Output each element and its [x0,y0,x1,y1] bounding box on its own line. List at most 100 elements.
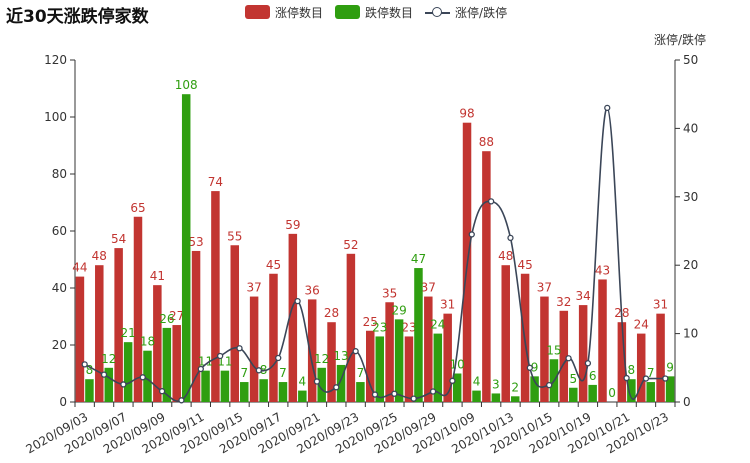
bar-limit-up [288,233,298,402]
ratio-point [100,371,108,378]
y-right-tick-label: 10 [683,327,698,341]
bar-limit-up [636,333,646,402]
bar-limit-down [414,268,423,402]
legend-item-limit-up[interactable]: 涨停数目 [245,4,323,21]
ratio-point [507,234,514,241]
y-right-tick-label: 0 [683,395,691,409]
bar-limit-up [598,279,607,402]
bar-label-limit-up: 25 [363,315,378,329]
bar-limit-down [123,342,133,402]
bar-limit-down [433,333,443,402]
bar-limit-up [191,250,201,402]
bar-limit-up [75,276,85,402]
bar-label-limit-up: 74 [208,175,223,189]
ratio-point [604,104,611,112]
bar-label-limit-up: 32 [556,295,571,309]
bar-limit-down [646,382,655,402]
bar-label-limit-down: 4 [473,375,481,389]
y-left-tick-label: 20 [52,338,67,352]
bar-label-limit-down: 108 [175,78,198,92]
ratio-point [391,390,398,397]
bar-limit-up [482,151,491,402]
legend-label-limit-up: 涨停数目 [275,5,324,20]
ratio-point [333,384,340,391]
bar-limit-up [559,310,569,402]
bar-label-limit-down: 4 [299,375,307,389]
bar-label-limit-up: 52 [343,238,358,252]
bar-limit-up [424,296,433,402]
legend-label-ratio: 涨停/跌停 [455,5,508,20]
bar-label-limit-down: 23 [372,320,387,334]
legend-item-ratio[interactable]: 涨停/跌停 [425,4,507,21]
bar-label-limit-up: 53 [188,235,203,249]
ratio-point [546,381,553,389]
bar-limit-up [385,302,394,402]
bar-limit-up [327,322,336,402]
bar-limit-down [394,319,404,402]
bar-label-limit-down: 13 [333,349,348,363]
legend-swatch-limit-down [335,5,361,19]
ratio-point [158,388,166,395]
bar-limit-up [114,248,123,402]
bar-label-limit-down: 26 [159,312,174,326]
bar-label-limit-down: 7 [357,366,365,380]
bar-label-limit-up: 48 [498,249,513,263]
ratio-point [623,374,630,382]
bar-label-limit-up: 55 [227,229,242,243]
ratio-point [487,198,495,205]
bar-limit-down [588,384,597,402]
bar-label-limit-down: 0 [608,386,616,400]
bar-limit-down [298,390,307,402]
bar-label-limit-up: 34 [576,289,591,303]
bar-limit-up [95,265,104,402]
ratio-point [584,360,592,367]
bar-label-limit-down: 9 [666,360,674,374]
bar-limit-up [656,313,665,402]
bar-label-limit-up: 48 [92,249,107,263]
ratio-point [526,364,533,371]
ratio-point [294,297,301,305]
bar-limit-up [404,336,414,402]
bar-label-limit-down: 7 [647,366,655,380]
bar-limit-up [346,253,356,402]
bar-limit-down [491,393,501,402]
bar-label-limit-up: 98 [459,107,474,121]
y-right-tick-label: 30 [683,190,698,204]
bar-label-limit-up: 65 [130,201,145,215]
ratio-point [217,352,224,360]
bar-label-limit-up: 23 [401,320,416,334]
bar-limit-down [530,376,539,402]
legend-swatch-limit-up [245,5,270,19]
bar-label-limit-down: 21 [120,326,135,340]
bar-limit-up [578,305,588,402]
bar-limit-down [627,379,636,402]
bar-limit-up [540,296,549,402]
ratio-point [139,374,146,381]
bar-limit-down [317,367,326,402]
bar-label-limit-down: 18 [140,335,155,349]
bar-limit-down [472,390,481,402]
bar-label-limit-down: 8 [86,363,94,377]
legend-item-limit-down[interactable]: 跌停数目 [335,4,413,21]
bar-label-limit-down: 3 [492,377,500,391]
bar-limit-up [153,285,162,402]
bar-label-limit-down: 7 [240,366,248,380]
bar-limit-up [249,296,259,402]
bar-limit-up [211,191,220,402]
y-left-tick-label: 100 [44,110,67,124]
bar-label-limit-up: 43 [595,263,610,277]
bar-label-limit-down: 7 [279,366,287,380]
bar-label-limit-down: 2 [511,380,519,394]
legend-label-limit-down: 跌停数目 [365,5,414,20]
bar-label-limit-up: 28 [324,306,339,320]
bar-label-limit-up: 31 [440,298,455,312]
bar-label-limit-down: 10 [450,358,465,372]
bar-label-limit-up: 31 [653,298,668,312]
ratio-point [662,375,669,382]
bar-limit-up [269,273,278,402]
bar-label-limit-up: 59 [285,218,300,232]
bar-limit-down [104,367,114,402]
bar-limit-down [336,364,346,402]
bar-label-limit-up: 24 [634,318,649,332]
y-left-tick-label: 0 [59,395,67,409]
